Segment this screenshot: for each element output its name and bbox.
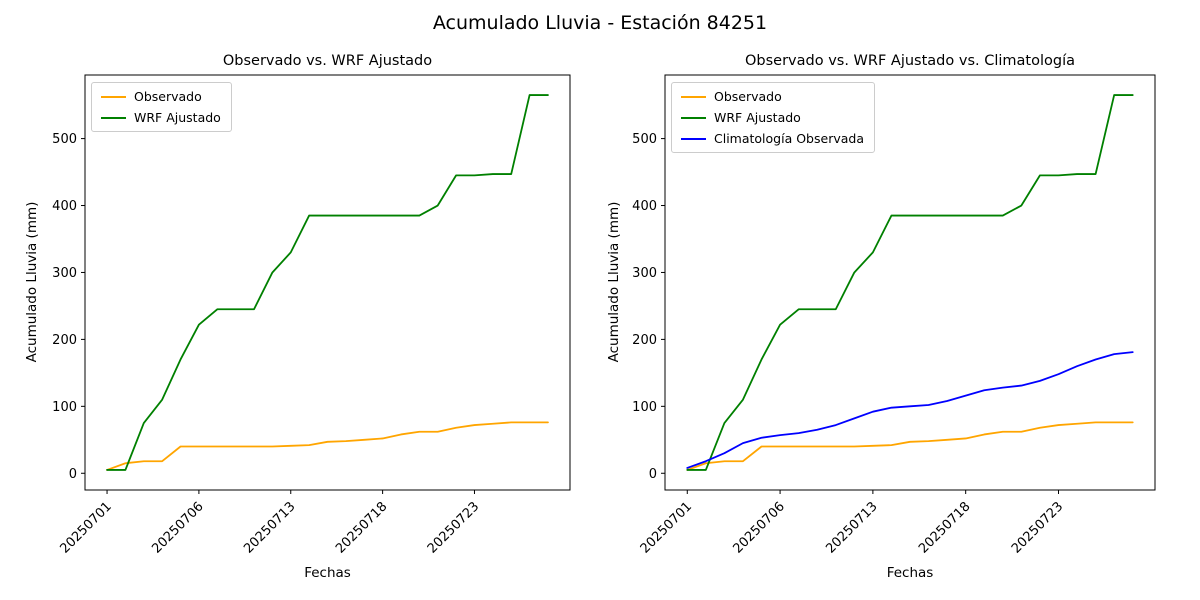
x-tick-label: 20250713 — [241, 499, 298, 556]
legend-line-swatch — [681, 116, 706, 119]
x-tick-label: 20250706 — [149, 499, 206, 556]
y-tick-label: 0 — [649, 467, 657, 482]
subplot-right: Observado vs. WRF Ajustado vs. Climatolo… — [600, 45, 1200, 600]
x-tick-label: 20250723 — [425, 499, 482, 556]
legend-line-swatch — [681, 95, 706, 98]
x-tick-label: 20250706 — [731, 499, 788, 556]
subplot-left: Observado vs. WRF Ajustado Acumulado Llu… — [0, 45, 600, 600]
x-tick-label: 20250713 — [823, 499, 880, 556]
y-tick-label: 300 — [632, 266, 657, 281]
y-tick-label: 400 — [52, 199, 77, 214]
legend-line-swatch — [681, 137, 706, 140]
legend-item-observado: Observado — [101, 89, 221, 104]
legend-item-climatología-observada: Climatología Observada — [681, 131, 864, 146]
y-tick-label: 200 — [52, 333, 77, 348]
legend-label: WRF Ajustado — [714, 110, 801, 125]
x-tick-label: 20250723 — [1009, 499, 1066, 556]
legend-item-wrf-ajustado: WRF Ajustado — [681, 110, 864, 125]
legend-label: Observado — [134, 89, 202, 104]
left-plot-area: 0 100 200 300 400 500 20250701 20250706 20250713… — [52, 74, 571, 557]
right-legend: Observado WRF Ajustado Climatología Observ… — [671, 82, 875, 153]
figure-title: Acumulado Lluvia - Estación 84251 — [432, 12, 768, 34]
y-tick-label: 300 — [52, 266, 77, 281]
right-chart-title: Observado vs. WRF Ajustado vs. Climatolo… — [745, 53, 1075, 69]
y-tick-label: 100 — [52, 400, 77, 415]
left-x-axis-label: Fechas — [304, 565, 351, 581]
y-tick-label: 200 — [632, 333, 657, 348]
legend-label: WRF Ajustado — [134, 110, 221, 125]
axes-frame — [84, 74, 571, 491]
series-line-wrf-ajustado — [106, 94, 549, 471]
right-x-axis-label: Fechas — [886, 565, 934, 581]
y-tick-label: 500 — [52, 132, 77, 147]
legend-item-wrf-ajustado: WRF Ajustado — [101, 110, 221, 125]
legend-line-swatch — [101, 95, 126, 98]
y-tick-label: 500 — [632, 132, 657, 147]
series-line-observado — [106, 421, 549, 471]
left-legend: Observado WRF Ajustado — [91, 82, 232, 132]
legend-label: Observado — [714, 89, 782, 104]
axes-frame — [664, 74, 1156, 491]
series-line-climatología-observada — [686, 351, 1134, 469]
x-tick-label: 20250718 — [333, 499, 390, 556]
series-line-wrf-ajustado — [686, 94, 1134, 471]
y-tick-label: 0 — [69, 467, 77, 482]
legend-label: Climatología Observada — [714, 131, 864, 146]
left-chart-title: Observado vs. WRF Ajustado — [222, 53, 433, 69]
right-plot-area: 0 100 200 300 400 500 20250701 20250706 20250713… — [632, 74, 1156, 557]
x-tick-label: 20250701 — [57, 499, 114, 556]
legend-line-swatch — [101, 116, 126, 119]
y-tick-label: 400 — [632, 199, 657, 214]
legend-item-observado: Observado — [681, 89, 864, 104]
x-tick-label: 20250701 — [638, 499, 695, 556]
y-tick-label: 100 — [632, 400, 657, 415]
series-line-observado — [686, 421, 1134, 471]
x-tick-label: 20250718 — [916, 499, 973, 556]
